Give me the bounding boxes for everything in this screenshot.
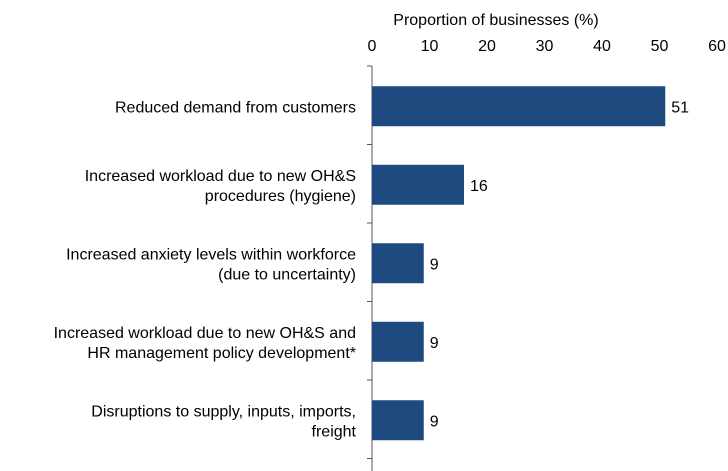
x-tick-label: 50 xyxy=(651,38,669,55)
bar xyxy=(372,321,424,362)
x-tick-label: 20 xyxy=(478,38,496,55)
category-label: procedures (hygiene) xyxy=(205,188,356,205)
bar-value-label: 9 xyxy=(430,256,439,273)
x-axis-ticks: 0 10 20 30 40 50 60 xyxy=(368,38,726,55)
bar xyxy=(372,164,464,205)
category-label: Reduced demand from customers xyxy=(115,99,356,116)
bar-value-label: 16 xyxy=(470,178,488,195)
x-tick-label: 60 xyxy=(708,38,726,55)
x-tick-label: 40 xyxy=(593,38,611,55)
x-axis-title: Proportion of businesses (%) xyxy=(393,12,598,29)
bar-series xyxy=(372,86,666,441)
x-tick-label: 0 xyxy=(368,38,377,55)
category-label: freight xyxy=(312,423,357,440)
bar xyxy=(372,400,424,441)
x-tick-label: 10 xyxy=(421,38,439,55)
data-labels: 51 16 9 9 9 xyxy=(430,99,689,430)
category-axis: Reduced demand from customers Increased w… xyxy=(54,65,372,459)
category-label: Increased workload due to new OH&S and xyxy=(54,325,356,342)
bar xyxy=(372,243,424,284)
category-label: Increased anxiety levels within workforc… xyxy=(66,246,356,263)
bar xyxy=(372,86,666,127)
category-label: (due to uncertainty) xyxy=(218,266,356,283)
bar-value-label: 9 xyxy=(430,335,439,352)
category-label: Increased workload due to new OH&S xyxy=(85,168,356,185)
x-tick-label: 30 xyxy=(536,38,554,55)
category-label: Disruptions to supply, inputs, imports, xyxy=(91,403,356,420)
bar-value-label: 51 xyxy=(671,99,689,116)
category-label: HR management policy development* xyxy=(87,345,356,362)
bar-value-label: 9 xyxy=(430,413,439,430)
